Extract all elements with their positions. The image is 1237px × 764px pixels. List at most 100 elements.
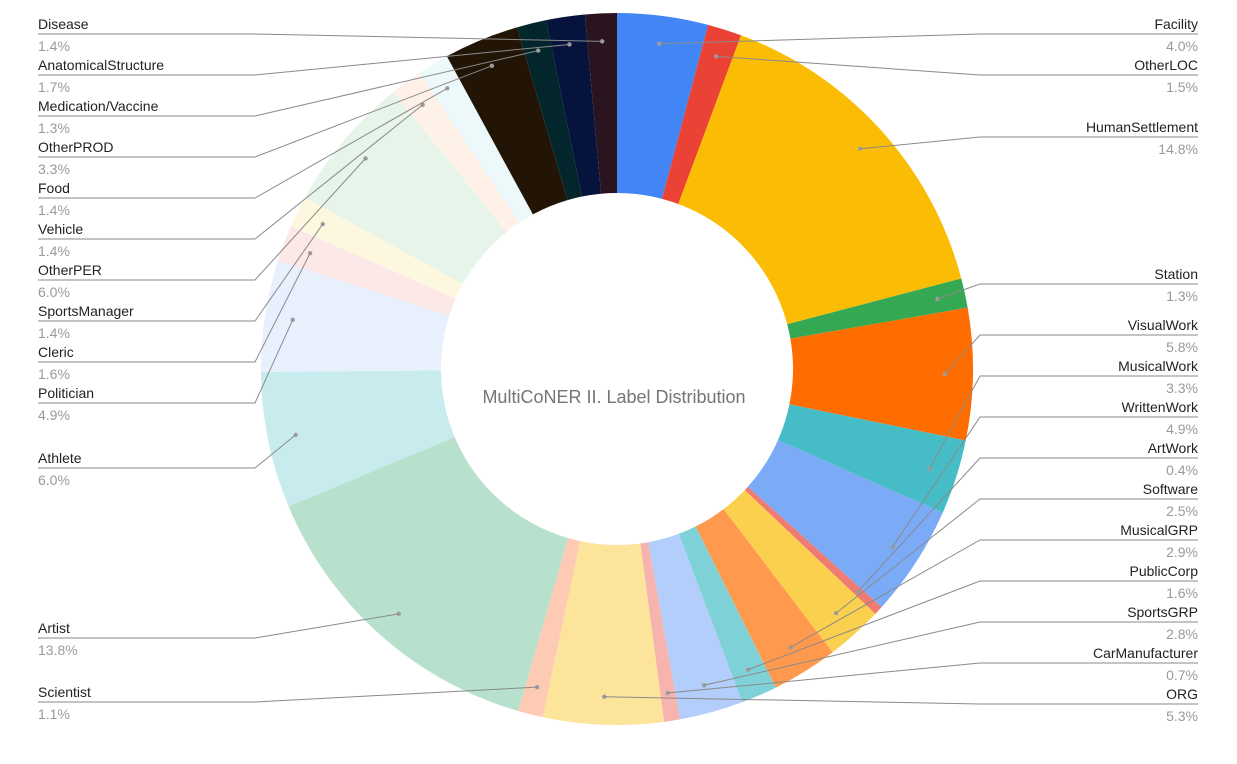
- percent-musicalgrp: 2.9%: [1166, 544, 1198, 560]
- label-scientist: Scientist: [38, 684, 91, 700]
- percent-vehicle: 1.4%: [38, 243, 70, 259]
- slice-vehicle[interactable]: [393, 72, 520, 233]
- slice-otherper[interactable]: [305, 92, 507, 285]
- leader-line-sportsgrp: [703, 621, 1198, 686]
- leader-line-vehicle: [38, 104, 423, 240]
- leader-line-carmanufacturer: [667, 662, 1198, 694]
- label-artwork: ArtWork: [1148, 440, 1199, 456]
- leader-dot-politician: [290, 317, 295, 323]
- leader-line-org: [604, 696, 1198, 705]
- leader-line-sportsmanager: [38, 223, 324, 322]
- slice-writtenwork[interactable]: [747, 440, 943, 608]
- label-visualwork: VisualWork: [1128, 317, 1199, 333]
- leader-line-publiccorp: [747, 580, 1198, 671]
- label-publiccorp: PublicCorp: [1130, 563, 1199, 579]
- label-otherloc: OtherLOC: [1134, 57, 1198, 73]
- leader-line-musicalgrp: [790, 539, 1198, 648]
- slice-artist[interactable]: [288, 436, 569, 711]
- label-carmanufacturer: CarManufacturer: [1093, 645, 1198, 661]
- label-food: Food: [38, 180, 70, 196]
- label-artist: Artist: [38, 620, 70, 636]
- slice-labels: Facility 4.0% OtherLOC 1.5% HumanSettlement 1…: [38, 16, 1199, 724]
- slice-visualwork[interactable]: [789, 307, 973, 441]
- percent-software: 2.5%: [1166, 503, 1198, 519]
- slice-musicalwork[interactable]: [778, 404, 966, 513]
- leader-line-facility: [659, 33, 1198, 45]
- percent-cleric: 1.6%: [38, 366, 70, 382]
- percent-otherper: 6.0%: [38, 284, 70, 300]
- label-vehicle: Vehicle: [38, 221, 83, 237]
- label-anatomicalstructure: AnatomicalStructure: [38, 57, 164, 73]
- label-musicalwork: MusicalWork: [1118, 358, 1199, 374]
- label-humansettlement: HumanSettlement: [1086, 119, 1198, 135]
- percent-politician: 4.9%: [38, 407, 70, 423]
- slice-otherloc[interactable]: [662, 24, 742, 205]
- leader-line-otherprod: [38, 65, 493, 158]
- percent-artwork: 0.4%: [1166, 462, 1198, 478]
- leader-line-visualwork: [944, 334, 1198, 375]
- percent-carmanufacturer: 0.7%: [1166, 667, 1198, 683]
- label-sportsgrp: SportsGRP: [1127, 604, 1198, 620]
- slice-publiccorp[interactable]: [678, 526, 776, 703]
- leader-lines: [38, 33, 1198, 705]
- slice-scientist[interactable]: [518, 538, 581, 718]
- leader-line-athlete: [38, 434, 296, 469]
- leader-line-otherloc: [716, 55, 1198, 76]
- percent-anatomicalstructure: 1.7%: [38, 79, 70, 95]
- label-software: Software: [1143, 481, 1198, 497]
- slice-politician[interactable]: [261, 260, 450, 372]
- label-station: Station: [1154, 266, 1198, 282]
- percent-writtenwork: 4.9%: [1166, 421, 1198, 437]
- slice-disease[interactable]: [584, 13, 617, 194]
- slice-humansettlement[interactable]: [678, 35, 962, 325]
- percent-humansettlement: 14.8%: [1158, 141, 1198, 157]
- label-medication-vaccine: Medication/Vaccine: [38, 98, 159, 114]
- percent-sportsgrp: 2.8%: [1166, 626, 1198, 642]
- chart-slices: [261, 13, 973, 725]
- slice-sportsmanager[interactable]: [290, 197, 463, 299]
- leader-line-humansettlement: [860, 136, 1198, 150]
- slice-anatomicalstructure[interactable]: [546, 14, 602, 197]
- label-otherper: OtherPER: [38, 262, 102, 278]
- percent-otherloc: 1.5%: [1166, 79, 1198, 95]
- percent-artist: 13.8%: [38, 642, 78, 658]
- percent-otherprod: 3.3%: [38, 161, 70, 177]
- slice-athlete[interactable]: [261, 370, 455, 507]
- percent-publiccorp: 1.6%: [1166, 585, 1198, 601]
- leader-line-musicalwork: [929, 375, 1198, 469]
- label-org: ORG: [1166, 686, 1198, 702]
- label-facility: Facility: [1154, 16, 1198, 32]
- label-athlete: Athlete: [38, 450, 82, 466]
- slice-carmanufacturer[interactable]: [640, 542, 681, 722]
- percent-disease: 1.4%: [38, 38, 70, 54]
- percent-musicalwork: 3.3%: [1166, 380, 1198, 396]
- leader-line-artist: [38, 613, 399, 639]
- leader-line-writtenwork: [891, 416, 1198, 548]
- label-writtenwork: WrittenWork: [1122, 399, 1199, 415]
- slice-facility[interactable]: [617, 13, 709, 199]
- slice-otherprod[interactable]: [446, 27, 568, 215]
- leader-line-scientist: [38, 686, 538, 703]
- slice-org[interactable]: [542, 541, 665, 725]
- percent-food: 1.4%: [38, 202, 70, 218]
- label-musicalgrp: MusicalGRP: [1120, 522, 1198, 538]
- leader-line-software: [835, 498, 1198, 614]
- label-politician: Politician: [38, 385, 94, 401]
- percent-org: 5.3%: [1166, 708, 1198, 724]
- slice-medication-vaccine[interactable]: [517, 20, 582, 201]
- percent-facility: 4.0%: [1166, 38, 1198, 54]
- chart-title: MultiCoNER II. Label Distribution: [482, 387, 745, 407]
- label-sportsmanager: SportsManager: [38, 303, 134, 319]
- leader-line-cleric: [38, 252, 311, 363]
- slice-food[interactable]: [419, 56, 533, 223]
- slice-artwork[interactable]: [744, 486, 882, 614]
- leader-line-disease: [38, 33, 603, 42]
- percent-visualwork: 5.8%: [1166, 339, 1198, 355]
- slice-station[interactable]: [787, 278, 968, 339]
- leader-line-artwork: [857, 457, 1198, 592]
- label-disease: Disease: [38, 16, 89, 32]
- percent-station: 1.3%: [1166, 288, 1198, 304]
- slice-cleric[interactable]: [277, 226, 456, 316]
- slice-sportsgrp[interactable]: [648, 533, 743, 720]
